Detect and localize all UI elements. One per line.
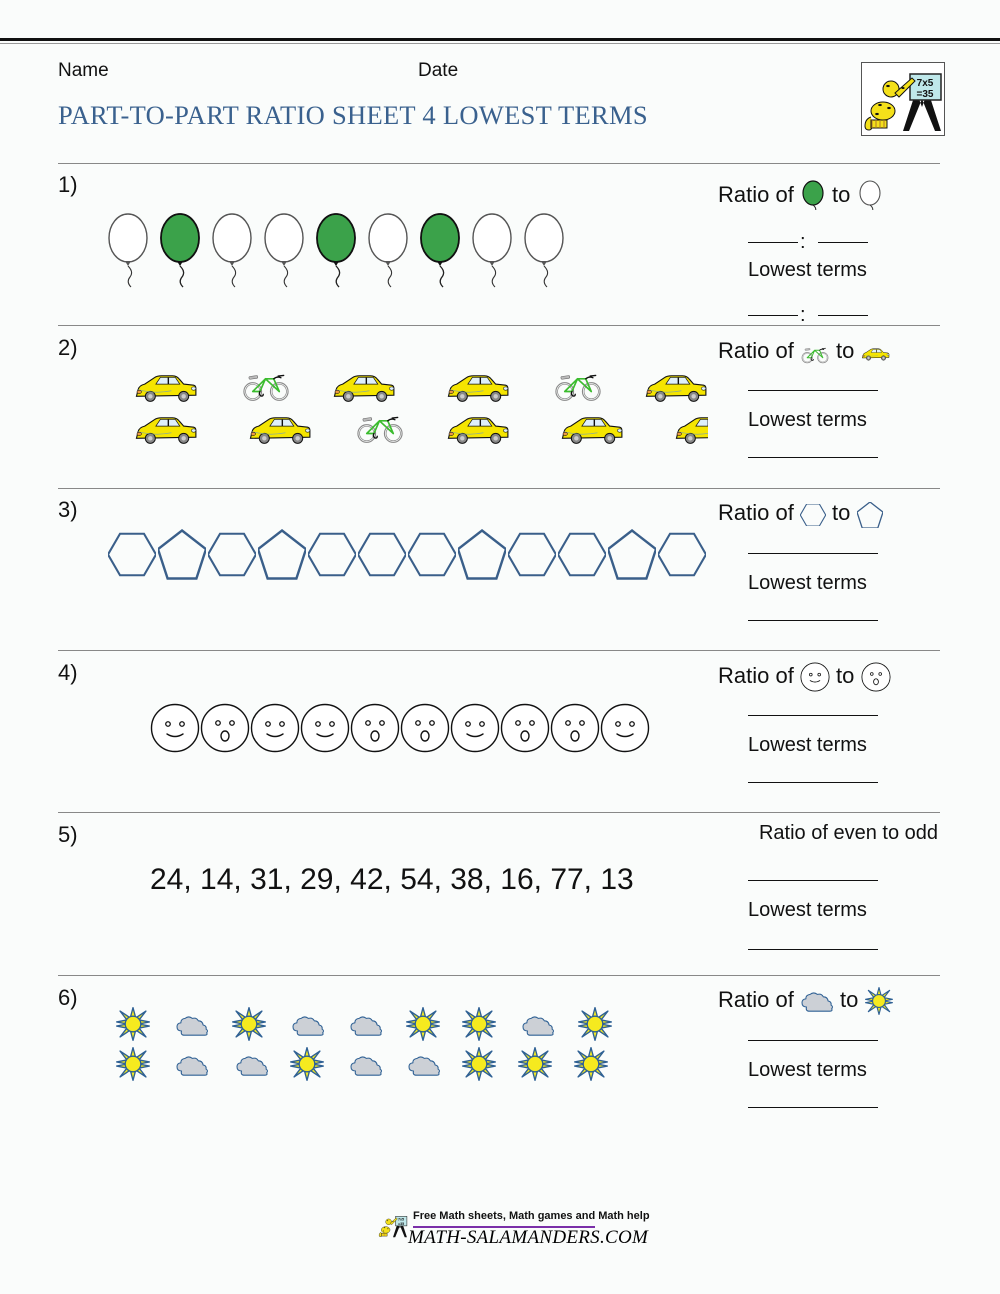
svg-text:7x5: 7x5: [917, 78, 934, 89]
svg-text:=35: =35: [398, 1222, 404, 1226]
svg-text:7x5: 7x5: [398, 1218, 404, 1222]
svg-text:=35: =35: [917, 89, 934, 100]
